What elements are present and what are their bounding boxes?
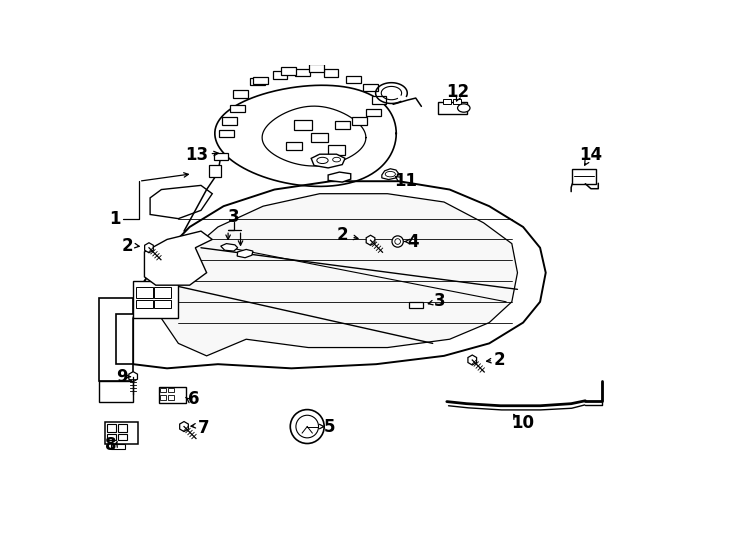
Text: 8: 8	[105, 436, 116, 454]
Ellipse shape	[457, 104, 470, 112]
Bar	[154, 287, 171, 298]
Bar	[154, 300, 171, 308]
Polygon shape	[468, 355, 476, 365]
Text: 6: 6	[189, 390, 200, 408]
Text: 4: 4	[407, 233, 418, 251]
Bar	[118, 424, 128, 432]
Bar	[371, 97, 386, 104]
Text: 2: 2	[336, 226, 348, 244]
Polygon shape	[221, 244, 238, 251]
Bar	[328, 145, 345, 154]
Text: 3: 3	[435, 292, 446, 309]
Bar	[107, 424, 116, 432]
Bar	[136, 287, 153, 298]
Ellipse shape	[333, 157, 341, 162]
Bar	[316, 156, 335, 165]
Bar	[230, 105, 245, 112]
Text: 2: 2	[122, 237, 134, 255]
Bar	[159, 387, 186, 403]
Bar	[250, 78, 265, 85]
Text: 11: 11	[395, 172, 418, 190]
Bar	[99, 381, 133, 402]
Bar	[335, 122, 349, 129]
Text: 2: 2	[493, 351, 505, 369]
Polygon shape	[145, 243, 153, 253]
Ellipse shape	[317, 157, 328, 164]
Polygon shape	[145, 231, 212, 285]
Bar	[294, 120, 312, 130]
Bar	[160, 395, 167, 400]
Text: 1: 1	[109, 210, 121, 228]
Bar	[105, 422, 138, 444]
Polygon shape	[161, 194, 517, 356]
Polygon shape	[128, 372, 137, 382]
Bar	[118, 434, 128, 440]
Polygon shape	[99, 298, 133, 381]
Bar	[346, 76, 361, 83]
Bar	[443, 99, 451, 104]
Circle shape	[395, 239, 401, 244]
Polygon shape	[133, 181, 546, 368]
Text: 10: 10	[512, 414, 534, 432]
Bar	[363, 84, 378, 91]
Bar	[438, 102, 467, 114]
Text: 3: 3	[228, 207, 239, 226]
Text: 9: 9	[116, 368, 128, 386]
Bar	[253, 77, 268, 84]
Bar	[168, 395, 175, 400]
Polygon shape	[180, 422, 189, 431]
Polygon shape	[382, 168, 399, 180]
Bar	[366, 109, 381, 116]
Circle shape	[296, 415, 319, 438]
Bar	[160, 388, 167, 393]
Bar	[311, 133, 328, 142]
Polygon shape	[150, 185, 212, 219]
Polygon shape	[366, 235, 375, 245]
Bar	[107, 434, 116, 440]
Text: 5: 5	[324, 417, 335, 436]
Bar	[133, 281, 178, 319]
Polygon shape	[311, 154, 345, 168]
Bar	[168, 388, 175, 393]
Text: 7: 7	[197, 419, 209, 437]
Bar	[573, 168, 596, 184]
Bar	[281, 68, 296, 75]
Text: 13: 13	[186, 146, 208, 165]
Text: 12: 12	[446, 83, 470, 101]
Bar	[219, 130, 233, 137]
Bar	[214, 152, 228, 160]
Bar	[233, 90, 248, 98]
Bar	[453, 99, 461, 104]
Ellipse shape	[385, 172, 396, 177]
Text: 14: 14	[579, 146, 603, 165]
Polygon shape	[328, 172, 351, 182]
Bar	[222, 117, 236, 125]
Bar	[352, 117, 366, 125]
Bar	[111, 444, 125, 449]
Bar	[209, 165, 222, 177]
Bar	[273, 71, 288, 79]
Bar	[310, 64, 324, 72]
Bar	[295, 69, 310, 76]
Circle shape	[290, 410, 324, 443]
Bar	[136, 300, 153, 308]
Bar	[286, 141, 302, 150]
Circle shape	[392, 236, 403, 247]
Bar	[324, 69, 338, 77]
Bar	[409, 302, 423, 308]
Polygon shape	[237, 249, 253, 258]
